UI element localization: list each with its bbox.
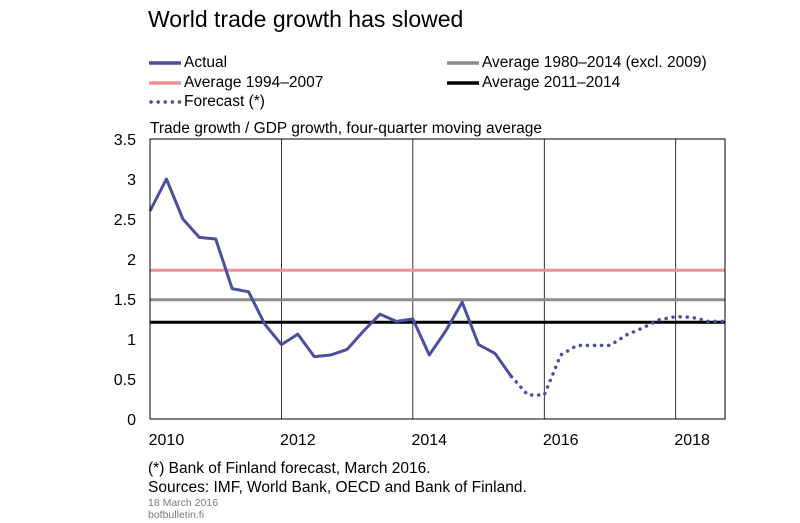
legend-swatch-average-1980-2014 [447,61,479,65]
legend-item-average-1980-2014: Average 1980–2014 (excl. 2009) [446,54,707,72]
publication-date: 18 March 2016 [148,497,219,509]
x-tick-label: 2012 [280,432,316,449]
legend-swatch-average-1994-2007 [149,81,181,85]
series-actual [148,177,513,378]
y-axis-ticks: 0 0.5 1 1.5 2 2.5 3 3.5 [114,132,136,429]
chart-subtitle: Trade growth / GDP growth, four-quarter … [150,120,542,137]
legend-swatch-actual [149,61,181,65]
y-tick-label: 2 [127,252,136,269]
x-axis-ticks: 2010 2012 2014 2016 2018 [149,432,710,449]
legend-item-average-1994-2007: Average 1994–2007 [148,74,323,92]
y-tick-label: 1.5 [114,292,136,309]
legend-item-forecast: Forecast (*) [148,93,265,111]
y-tick-label: 1 [127,332,136,349]
x-tick-label: 2010 [149,432,185,449]
legend-swatch-forecast [149,100,182,104]
legend-label-average-1980-2014: Average 1980–2014 (excl. 2009) [482,54,707,71]
y-tick-label: 3.5 [114,132,136,149]
legend-swatch-average-2011-2014 [447,81,479,85]
y-tick-label: 2.5 [114,212,136,229]
y-tick-label: 3 [127,172,136,189]
legend-label-actual: Actual [184,54,228,71]
legend-label-forecast: Forecast (*) [184,93,265,110]
legend-label-average-2011-2014: Average 2011–2014 [482,74,621,91]
legend-item-actual: Actual [148,54,227,72]
sources-footnote: Sources: IMF, World Bank, OECD and Bank … [148,479,527,496]
forecast-footnote: (*) Bank of Finland forecast, March 2016… [148,460,431,477]
y-tick-label: 0 [127,412,136,429]
site-name: bofbulletin.fi [148,509,205,521]
chart-series [148,177,727,397]
x-tick-label: 2016 [543,432,579,449]
series-forecast [509,314,727,397]
chart-title: World trade growth has slowed [148,6,464,32]
x-tick-label: 2014 [411,432,447,449]
legend-item-average-2011-2014: Average 2011–2014 [446,74,620,92]
y-tick-label: 0.5 [114,372,136,389]
x-tick-label: 2018 [674,432,710,449]
plot-frame [149,138,726,420]
legend-label-average-1994-2007: Average 1994–2007 [184,74,324,91]
grid-lines [281,139,677,419]
